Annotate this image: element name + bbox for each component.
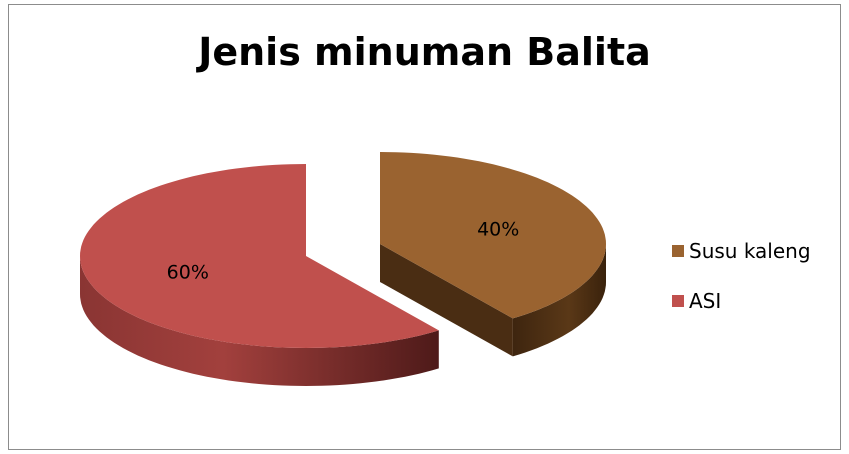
data-label-asi: 60% bbox=[167, 262, 209, 284]
pie-slice-side bbox=[512, 244, 606, 357]
pie-slice-cut-face bbox=[380, 244, 513, 357]
pie-slice-top bbox=[380, 152, 606, 319]
pie-slice-asi bbox=[80, 164, 439, 386]
legend-label-asi: ASI bbox=[689, 289, 722, 313]
legend-label-susu-kaleng: Susu kaleng bbox=[689, 239, 811, 263]
legend-swatch-asi bbox=[672, 295, 684, 307]
legend-item-asi: ASI bbox=[672, 286, 811, 316]
legend: Susu kaleng ASI bbox=[672, 236, 811, 336]
legend-item-susu-kaleng: Susu kaleng bbox=[672, 236, 811, 266]
chart-title: Jenis minuman Balita bbox=[198, 30, 651, 74]
pie-slice-side bbox=[80, 256, 439, 386]
pie-slice-susu-kaleng bbox=[380, 152, 606, 357]
pie-slice-top bbox=[80, 164, 439, 348]
data-label-susu-kaleng: 40% bbox=[477, 218, 519, 240]
legend-swatch-susu-kaleng bbox=[672, 245, 684, 257]
